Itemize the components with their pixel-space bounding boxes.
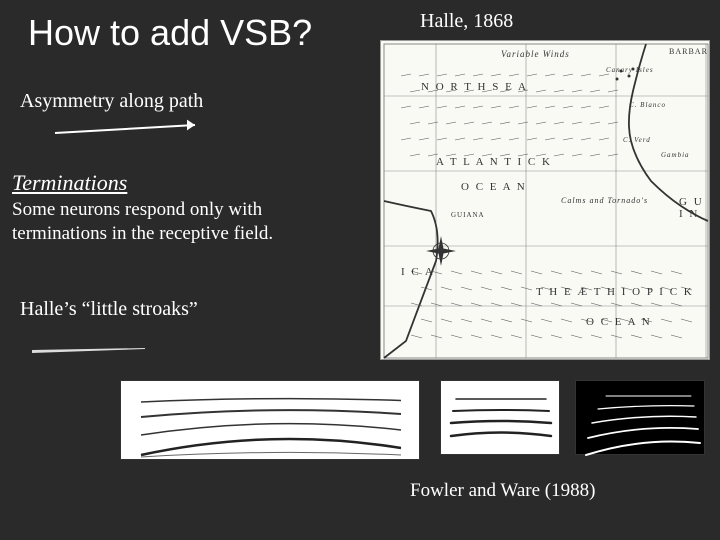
map-label-ocean: O C E A N <box>461 181 527 193</box>
map-label-calms: Calms and Tornado's <box>561 196 648 205</box>
fowler-panel-a <box>120 380 420 460</box>
map-label-aethiopick: T H E Æ T H I O P I C K <box>536 286 694 298</box>
map-label-north-sea: N O R T H S E A <box>421 81 528 93</box>
terminations-heading: Terminations <box>12 170 292 196</box>
map-label-gambia: Gambia <box>661 151 690 159</box>
map-label-guiana: GUIANA <box>451 211 485 219</box>
slide-title: How to add VSB? <box>28 12 312 54</box>
terminations-body: Some neurons respond only with terminati… <box>12 198 292 246</box>
stroke-demo-icon <box>30 340 160 360</box>
map-label-canary: Canary Isles <box>606 66 654 74</box>
map-label-cblanco: C. Blanco <box>629 101 666 109</box>
asymmetry-label: Asymmetry along path <box>20 90 203 113</box>
map-label-atlantick: A T L A N T I C K <box>436 156 552 168</box>
halle-map: Variable Winds N O R T H S E A A T L A N… <box>380 40 710 360</box>
asymmetry-arrow-icon <box>50 115 210 145</box>
map-label-variable-winds: Variable Winds <box>501 49 570 59</box>
map-label-barbar: BARBAR <box>669 47 708 56</box>
terminations-block: Terminations Some neurons respond only w… <box>12 170 292 246</box>
map-label-ocean2: O C E A N <box>586 316 652 328</box>
map-caption: Halle, 1868 <box>420 10 513 33</box>
fowler-panel-b <box>440 380 560 455</box>
little-stroaks-label: Halle’s “little stroaks” <box>20 298 198 321</box>
fowler-caption: Fowler and Ware (1988) <box>410 480 595 502</box>
map-label-cverd: C. Verd <box>623 136 651 144</box>
map-label-guin: G U I N <box>679 196 709 220</box>
map-label-ica: I C A <box>401 266 435 278</box>
fowler-panel-c <box>575 380 705 455</box>
